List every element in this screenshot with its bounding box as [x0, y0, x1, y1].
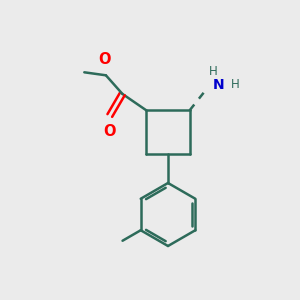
- Text: O: O: [103, 124, 116, 139]
- Text: N: N: [213, 78, 224, 92]
- Text: H: H: [209, 65, 218, 78]
- Text: O: O: [98, 52, 111, 67]
- Text: H: H: [231, 78, 240, 92]
